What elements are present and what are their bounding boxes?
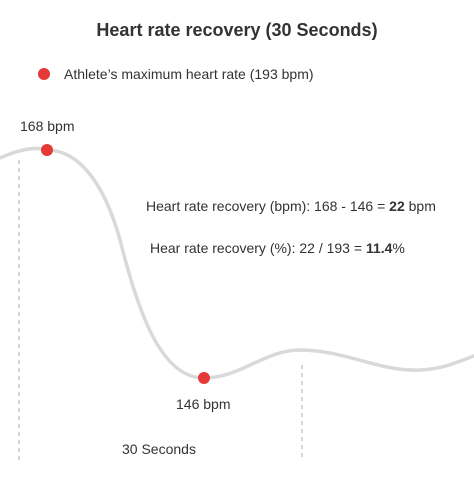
calc-pct-result: 11.4 bbox=[365, 240, 393, 256]
legend-label: Athlete’s maximum heart rate (193 bpm) bbox=[64, 66, 314, 82]
calc-pct-suffix: % bbox=[392, 240, 405, 256]
recovery-bpm-calculation: Heart rate recovery (bpm): 168 - 146 = 2… bbox=[146, 198, 436, 214]
diagram-title: Heart rate recovery (30 Seconds) bbox=[96, 20, 378, 40]
low-marker bbox=[198, 372, 210, 384]
peak-label: 168 bpm bbox=[20, 118, 75, 134]
calc-bpm-result: 22 bbox=[389, 198, 405, 214]
heart-rate-curve bbox=[0, 146, 474, 380]
recovery-percent-calculation: Hear rate recovery (%): 22 / 193 = 11.4% bbox=[150, 240, 405, 256]
low-label: 146 bpm bbox=[176, 396, 231, 412]
legend-marker bbox=[38, 68, 50, 80]
calc-bpm-suffix: bpm bbox=[404, 198, 436, 214]
calc-bpm-prefix: Heart rate recovery (bpm): 168 - 146 = bbox=[146, 198, 390, 214]
legend: Athlete’s maximum heart rate (193 bpm) bbox=[38, 66, 314, 82]
peak-marker bbox=[41, 144, 53, 156]
calc-pct-prefix: Hear rate recovery (%): 22 / 193 = bbox=[150, 240, 366, 256]
interval-label: 30 Seconds bbox=[122, 441, 196, 457]
